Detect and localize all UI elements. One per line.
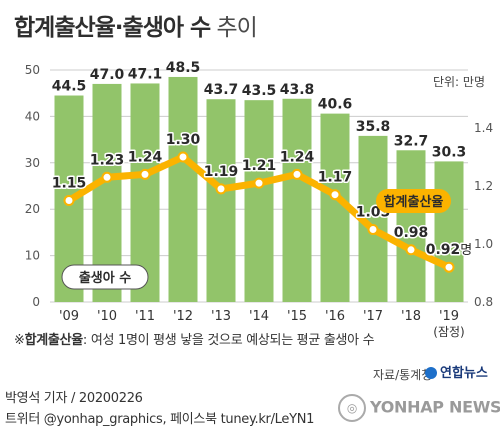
x-tick-label: '10 (97, 309, 117, 324)
line-point (443, 261, 455, 273)
bar-value-label: 44.5 (52, 79, 87, 95)
left-axis: 0 10 20 30 40 50 (25, 63, 40, 309)
legend-line-box (376, 189, 451, 213)
credit-line-1: 박영석 기자 / 20200226 (5, 391, 143, 406)
chart-title-suffix: 추이 (210, 15, 257, 41)
watermark-text: YONHAP NEWS (370, 397, 500, 417)
line-series (63, 151, 455, 273)
chart-canvas: 0 10 20 30 40 50 0.8 1.0 1.2 1.4 44.547.0 47.1 48.… (25, 60, 493, 339)
right-tick-label: 0.8 (474, 295, 493, 309)
left-tick-label: 40 (25, 109, 40, 123)
bar-value-label: 47.1 (128, 66, 163, 82)
watermark-logo-icon: ◎ (338, 394, 366, 422)
line-value-label: 0.98 (394, 225, 429, 241)
line-value-label: 1.15 (52, 176, 87, 192)
x-tick-note: (잠정) (433, 325, 464, 339)
bar (282, 98, 312, 302)
legend-bar-label: 출생아 수 (79, 270, 131, 286)
line-value-label: 1.30 (166, 132, 201, 148)
legend-line-label: 합계출산율 (384, 194, 444, 210)
left-tick-label: 10 (25, 249, 40, 263)
x-tick-label: '15 (287, 309, 307, 324)
legend-bar: 출생아 수 (61, 264, 149, 290)
line-point (215, 183, 227, 195)
line-point (63, 195, 75, 206)
footnote-text: : 여성 1명이 평생 낳을 것으로 예상되는 평균 출생아 수 (82, 333, 375, 348)
footnote-term: 합계출산율 (24, 333, 84, 348)
x-axis-labels: '09 '10 '11 '12 '13 '14 '15 '16 '17 '18 '19(잠정) (59, 309, 465, 339)
bar (396, 150, 426, 302)
x-tick-label: '11 (135, 309, 155, 324)
line-point (367, 224, 379, 235)
bar (434, 161, 464, 302)
line-value-label: 1.24 (280, 149, 315, 165)
yonhap-logo: 연합뉴스 (425, 362, 488, 381)
footnote-prefix: ※ (14, 333, 25, 348)
right-axis: 0.8 1.0 1.2 1.4 (474, 121, 493, 309)
line-value-labels: 1.151.23 1.241.301.19 1.211.241.171.050.98… (50, 131, 474, 260)
left-tick-label: 50 (25, 63, 40, 77)
bar (168, 76, 198, 303)
left-tick-label: 0 (32, 295, 40, 309)
logo-text: 연합뉴스 (440, 366, 488, 381)
x-tick-label: '18 (401, 309, 421, 324)
legend-line: 합계출산율 (376, 189, 451, 213)
x-tick-label: '12 (173, 309, 193, 324)
bar-value-label: 35.8 (356, 119, 391, 135)
bar-value-label: 48.5 (166, 60, 201, 76)
line-value-label: 1.21 (242, 158, 277, 174)
bar (206, 99, 236, 303)
x-tick-label: '09 (59, 309, 79, 324)
bar (244, 100, 274, 302)
line-value-unit: 명 (460, 243, 472, 258)
bar-value-label: 43.5 (242, 83, 277, 99)
line-value-label: 1.24 (128, 149, 163, 165)
line-value-label: 1.19 (204, 164, 239, 180)
chart-title-main: 합계출산율·출생아 수 (14, 15, 211, 41)
line-point (291, 168, 303, 180)
bar-value-label: 47.0 (90, 67, 125, 83)
x-tick-label: '13 (211, 309, 231, 324)
yonhap-logo-icon (425, 367, 437, 379)
bar-value-label: 43.7 (204, 82, 239, 98)
bar-value-labels: 44.547.0 47.1 48.543.7 43.5 43.840.635.832.7… (52, 60, 467, 160)
bar-value-label: 43.8 (280, 82, 315, 98)
line-point (253, 177, 265, 189)
line-point (177, 151, 189, 163)
right-tick-label: 1.0 (474, 237, 493, 251)
line-point (139, 168, 151, 180)
legend-bar-box (61, 264, 149, 290)
left-tick-label: 30 (25, 156, 40, 170)
x-tick-label: '17 (363, 309, 383, 324)
watermark: ◎ YONHAP NEWS (338, 394, 500, 422)
line-point (329, 189, 341, 201)
line-value-label: 1.23 (90, 152, 125, 168)
bar-value-label: 30.3 (432, 144, 467, 160)
x-tick-label: '19 (439, 309, 459, 324)
bar-value-label: 40.6 (318, 97, 353, 113)
chart-title: 합계출산율·출생아 수 추이 (14, 8, 258, 42)
line-value-label: 1.17 (318, 170, 353, 186)
line-point (405, 244, 417, 256)
unit-label: 단위: 만명 (433, 75, 485, 89)
line-value-label: 0.92명 (426, 242, 473, 258)
credit-line-2: 트위터 @yonhap_graphics, 페이스북 tuney.kr/LeYN… (5, 412, 315, 427)
footnote: ※합계출산율: 여성 1명이 평생 낳을 것으로 예상되는 평균 출생아 수 (14, 329, 375, 348)
right-tick-label: 1.4 (474, 121, 493, 135)
source-label: 자료/통계청 (373, 368, 433, 382)
x-tick-label: '16 (325, 309, 345, 324)
left-tick-label: 20 (25, 202, 40, 216)
line-point (101, 171, 113, 183)
right-tick-label: 1.2 (474, 179, 493, 193)
bar-value-label: 32.7 (394, 133, 429, 149)
x-tick-label: '14 (249, 309, 269, 324)
